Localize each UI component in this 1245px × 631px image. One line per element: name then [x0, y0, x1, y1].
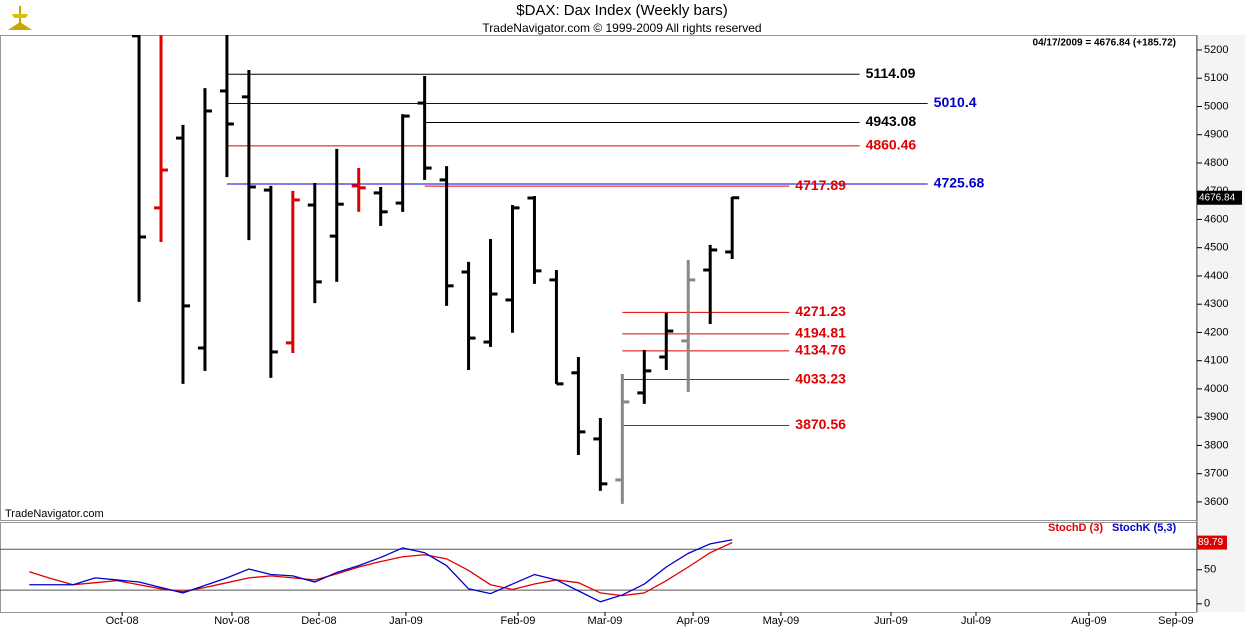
stoch-line: [29, 539, 733, 603]
legend-entry: StochD (3): [1048, 522, 1103, 534]
y-tick-label: 3900: [1204, 411, 1228, 423]
y-tick-label: 5200: [1204, 44, 1228, 56]
last-price-box: [1197, 190, 1242, 205]
y-tick-label: 4800: [1204, 157, 1228, 169]
y-tick-label: 4900: [1204, 129, 1228, 141]
x-tick-label: Jan-09: [389, 615, 423, 627]
header: 04/17/2009 = 4676.84 (+185.72): [1033, 38, 1176, 49]
y-tick-label: 4500: [1204, 242, 1228, 254]
y-tick-label: 3800: [1204, 439, 1228, 451]
x-tick-label: Oct-08: [106, 615, 139, 627]
x-tick-label: Dec-08: [301, 615, 336, 627]
y-tick-label: 3600: [1204, 496, 1228, 508]
level-label: 4725.68: [934, 175, 985, 191]
price-plot: [132, 35, 928, 504]
chart-subtitle: TradeNavigator.com © 1999-2009 All right…: [482, 21, 761, 35]
level-label: 4271.23: [795, 303, 846, 319]
stoch-panel: [0, 522, 1197, 613]
x-tick-label: Feb-09: [501, 615, 536, 627]
y-tick-label: 50: [1204, 564, 1216, 576]
chart-title: $DAX: Dax Index (Weekly bars): [516, 2, 727, 19]
level-label: 5010.4: [934, 94, 977, 110]
y-tick-label: 4300: [1204, 298, 1228, 310]
level-label: 4860.46: [866, 137, 917, 153]
logo: [8, 6, 32, 30]
last-value-box: [1197, 535, 1227, 550]
axes: 3600 3700 3800 3900 4000 4100 4200 4300 4400 4500…: [106, 44, 1242, 627]
x-tick-label: Jun-09: [874, 615, 908, 627]
y-tick-label: 5100: [1204, 72, 1228, 84]
last-value-label: 89.79: [1198, 537, 1223, 548]
level-label: 4943.08: [866, 113, 917, 129]
y-tick-label: 0: [1204, 598, 1210, 610]
price-panel: [0, 35, 1197, 521]
stoch-line: [29, 542, 733, 597]
y-tick-label: 4600: [1204, 213, 1228, 225]
level-label: 3870.56: [795, 416, 846, 432]
x-tick-label: Apr-09: [677, 615, 710, 627]
y-tick-label: 4400: [1204, 270, 1228, 282]
y-tick-label: 4100: [1204, 355, 1228, 367]
y-tick-label: 5000: [1204, 100, 1228, 112]
x-tick-label: Jul-09: [961, 615, 991, 627]
x-tick-label: Sep-09: [1158, 615, 1193, 627]
level-label: 5114.09: [866, 65, 916, 81]
level-label: 4033.23: [795, 370, 846, 386]
stoch-plot: [0, 539, 1197, 603]
y-tick-label: 4200: [1204, 326, 1228, 338]
x-tick-label: Mar-09: [588, 615, 623, 627]
last-price-label: 4676.84: [1199, 192, 1236, 203]
right-axis: [1197, 35, 1245, 612]
watermark: TradeNavigator.com: [5, 508, 104, 520]
x-tick-label: May-09: [763, 615, 800, 627]
legend-entry: StochK (5,3): [1112, 522, 1177, 534]
y-tick-label: 4000: [1204, 383, 1228, 395]
x-tick-label: Aug-09: [1071, 615, 1106, 627]
level-label: 4717.89: [795, 177, 846, 193]
y-tick-label: 3700: [1204, 468, 1228, 480]
level-label: 4134.76: [795, 342, 846, 358]
x-tick-label: Nov-08: [214, 615, 249, 627]
level-label: 4194.81: [795, 325, 846, 341]
